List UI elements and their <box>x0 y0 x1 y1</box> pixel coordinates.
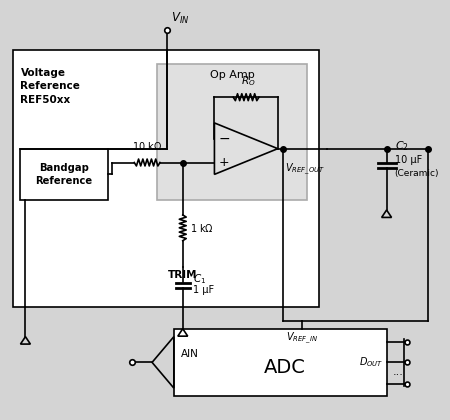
Text: AIN: AIN <box>181 349 198 359</box>
Text: +: + <box>218 156 229 169</box>
Bar <box>21 149 108 200</box>
Text: ...: ... <box>392 368 403 378</box>
Text: $V_{REF\_OUT}$: $V_{REF\_OUT}$ <box>285 162 324 177</box>
Text: $V_{IN}$: $V_{IN}$ <box>171 11 189 26</box>
Text: Voltage
Reference
REF50xx: Voltage Reference REF50xx <box>21 68 81 105</box>
Text: $R_O$: $R_O$ <box>241 74 256 88</box>
Text: 10 k$\Omega$: 10 k$\Omega$ <box>132 139 162 152</box>
Text: ADC: ADC <box>264 358 306 377</box>
Text: 10 μF: 10 μF <box>395 155 422 165</box>
Text: $C_1$: $C_1$ <box>193 272 206 286</box>
Text: TRIM: TRIM <box>168 270 198 281</box>
Bar <box>157 63 307 200</box>
Text: $C_2$: $C_2$ <box>395 139 409 152</box>
Text: 1 μF: 1 μF <box>193 285 214 295</box>
Text: Bandgap
Reference: Bandgap Reference <box>36 163 93 186</box>
Text: Op Amp: Op Amp <box>210 71 255 80</box>
Text: 1 k$\Omega$: 1 k$\Omega$ <box>190 222 214 234</box>
Bar <box>13 50 320 307</box>
Text: $V_{REF\_IN}$: $V_{REF\_IN}$ <box>286 331 318 346</box>
Text: −: − <box>218 132 230 146</box>
Text: (Ceramic): (Ceramic) <box>395 169 439 178</box>
Bar <box>174 329 387 396</box>
Text: $D_{OUT}$: $D_{OUT}$ <box>359 355 384 369</box>
